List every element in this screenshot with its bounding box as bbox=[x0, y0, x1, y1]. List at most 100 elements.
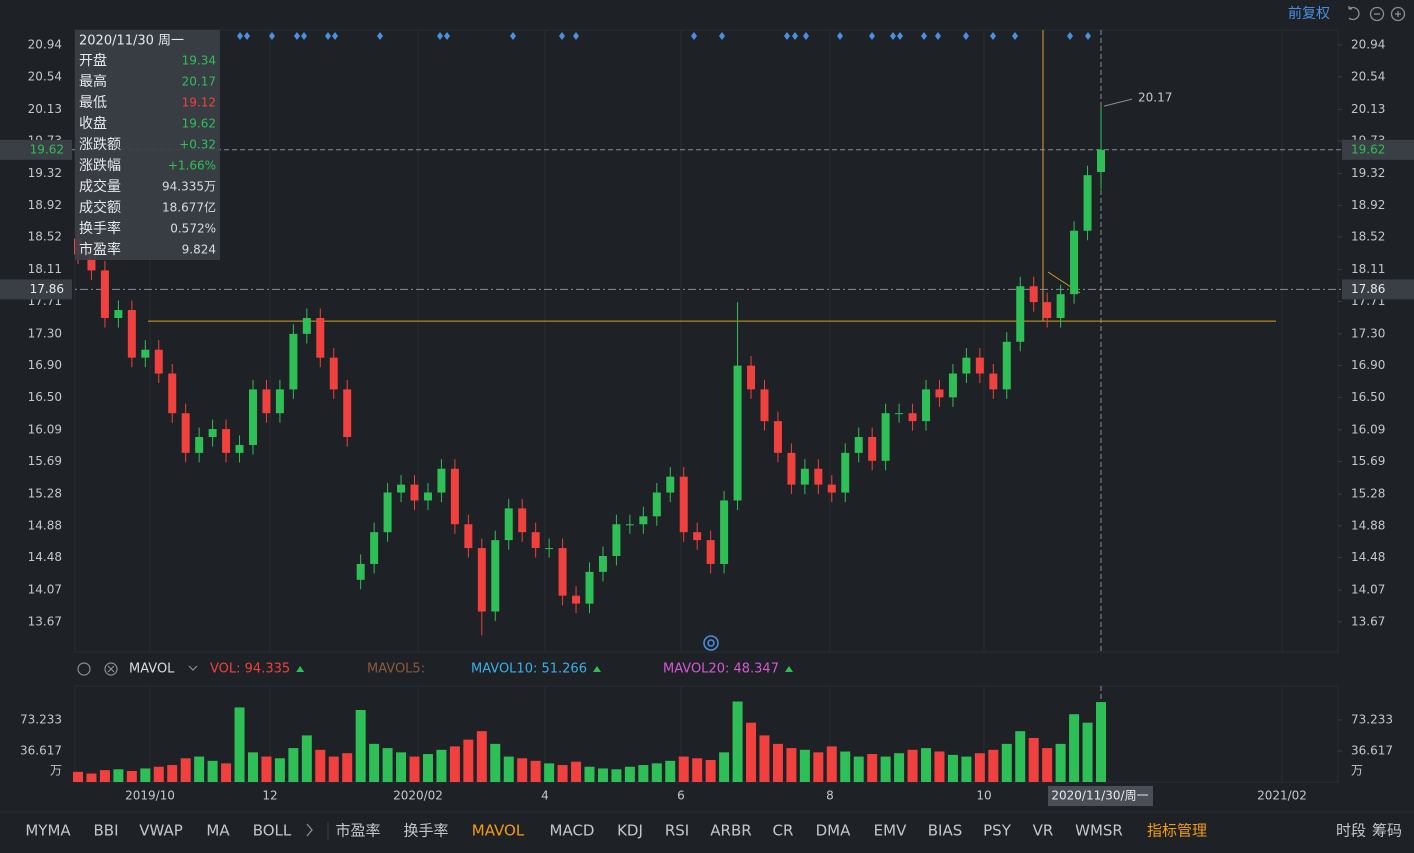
y-tick-label-right: 19.32 bbox=[1351, 166, 1385, 180]
event-marker[interactable] bbox=[792, 32, 798, 40]
indicator-tab[interactable]: CR bbox=[773, 822, 794, 840]
indicator-tab[interactable]: DMA bbox=[816, 822, 851, 840]
volume-bar bbox=[813, 752, 824, 782]
event-marker[interactable] bbox=[237, 32, 243, 40]
event-marker[interactable] bbox=[559, 32, 565, 40]
candle-body bbox=[598, 556, 607, 572]
event-marker[interactable] bbox=[719, 32, 725, 40]
volume-bar bbox=[476, 731, 487, 782]
candle-body bbox=[854, 436, 863, 453]
event-marker[interactable] bbox=[1085, 32, 1091, 40]
indicator-tab[interactable]: VR bbox=[1033, 822, 1054, 840]
candle-body bbox=[827, 484, 836, 493]
candle-body bbox=[262, 389, 271, 414]
event-marker[interactable] bbox=[897, 32, 903, 40]
indicator-tab[interactable]: MA bbox=[206, 822, 230, 840]
candle-body bbox=[841, 452, 850, 493]
volume-bar bbox=[988, 749, 999, 782]
volume-bar bbox=[73, 771, 83, 782]
candle-body bbox=[1083, 175, 1092, 231]
candle-body bbox=[127, 310, 136, 358]
price-marker-label: 19.62 bbox=[1351, 142, 1385, 156]
manage-tab[interactable]: 指标管理 bbox=[1147, 822, 1207, 840]
event-marker[interactable] bbox=[325, 32, 331, 40]
volume-bar bbox=[342, 753, 353, 782]
x-tick-label: 10 bbox=[976, 789, 991, 803]
candle-body bbox=[1002, 341, 1011, 390]
y-tick-label-right: 14.88 bbox=[1351, 518, 1385, 532]
tooltip-value: +0.32 bbox=[179, 138, 216, 152]
dropdown-icon[interactable] bbox=[188, 665, 198, 671]
indicator-tab[interactable]: 换手率 bbox=[403, 822, 448, 840]
tooltip-label: 收盘 bbox=[79, 115, 107, 132]
event-marker[interactable] bbox=[301, 32, 307, 40]
event-marker[interactable] bbox=[784, 32, 790, 40]
volume-unit: 万 bbox=[50, 764, 62, 778]
reset-icon[interactable] bbox=[1348, 6, 1360, 21]
indicator-tab[interactable]: 市盈率 bbox=[335, 822, 380, 840]
event-marker[interactable] bbox=[573, 32, 579, 40]
volume-bar bbox=[557, 765, 568, 782]
event-marker[interactable] bbox=[269, 32, 275, 40]
indicator-tab[interactable]: RSI bbox=[665, 822, 689, 840]
event-marker[interactable] bbox=[890, 32, 896, 40]
event-marker[interactable] bbox=[691, 32, 697, 40]
locate-icon[interactable] bbox=[703, 635, 719, 651]
side-tab[interactable]: 时段 bbox=[1336, 822, 1366, 840]
adjust-button[interactable]: 前复权 bbox=[1288, 5, 1330, 22]
event-marker[interactable] bbox=[444, 32, 450, 40]
tooltip-label: 涨跌额 bbox=[79, 137, 121, 153]
candle-body bbox=[410, 484, 419, 501]
candle-body bbox=[235, 444, 244, 453]
side-tab[interactable]: 筹码 bbox=[1372, 822, 1402, 840]
settings-icon[interactable] bbox=[77, 662, 91, 676]
event-marker[interactable] bbox=[294, 32, 300, 40]
event-marker[interactable] bbox=[510, 32, 516, 40]
y-tick-label: 18.92 bbox=[28, 198, 62, 212]
close-icon[interactable] bbox=[104, 662, 118, 676]
candle-body bbox=[652, 492, 661, 517]
indicator-tab[interactable]: MYMA bbox=[25, 822, 71, 840]
volume-bar bbox=[328, 756, 339, 782]
event-marker[interactable] bbox=[963, 32, 969, 40]
indicator-tab[interactable]: MAVOL bbox=[472, 822, 525, 840]
indicator-tab[interactable]: WMSR bbox=[1075, 822, 1123, 840]
indicator-tab[interactable]: KDJ bbox=[617, 822, 643, 840]
indicator-name[interactable]: MAVOL bbox=[129, 662, 175, 677]
event-marker[interactable] bbox=[803, 32, 809, 40]
candle-body bbox=[518, 508, 527, 533]
indicator-tab[interactable]: MACD bbox=[550, 822, 595, 840]
indicator-tab[interactable]: BBI bbox=[93, 822, 118, 840]
indicator-tab[interactable]: ARBR bbox=[710, 822, 751, 840]
event-marker[interactable] bbox=[935, 32, 941, 40]
indicator-tab[interactable]: VWAP bbox=[139, 822, 183, 840]
candle-body bbox=[383, 492, 392, 533]
trend-arrow bbox=[296, 666, 305, 672]
candle-body bbox=[706, 540, 715, 564]
event-marker[interactable] bbox=[332, 32, 338, 40]
volume-bar bbox=[1082, 722, 1093, 782]
y-tick-label: 14.48 bbox=[28, 550, 62, 564]
event-marker[interactable] bbox=[377, 32, 383, 40]
event-marker[interactable] bbox=[837, 32, 843, 40]
tabs-more-icon[interactable] bbox=[306, 823, 313, 837]
candle-body bbox=[720, 500, 729, 564]
event-marker[interactable] bbox=[869, 32, 875, 40]
zoom-out-icon[interactable] bbox=[1369, 6, 1385, 22]
event-marker[interactable] bbox=[1067, 32, 1073, 40]
candle-body bbox=[733, 365, 742, 501]
event-marker[interactable] bbox=[437, 32, 443, 40]
volume-bar bbox=[274, 758, 285, 782]
event-marker[interactable] bbox=[921, 32, 927, 40]
y-tick-label: 17.30 bbox=[28, 326, 62, 340]
indicator-tab[interactable]: EMV bbox=[874, 822, 907, 840]
event-marker[interactable] bbox=[1012, 32, 1018, 40]
indicator-tab[interactable]: PSY bbox=[983, 822, 1012, 840]
volume-bar bbox=[799, 749, 810, 782]
candle-body bbox=[935, 389, 944, 398]
zoom-in-icon[interactable] bbox=[1390, 6, 1406, 22]
indicator-tab[interactable]: BOLL bbox=[253, 822, 292, 840]
event-marker[interactable] bbox=[244, 32, 250, 40]
indicator-tab[interactable]: BIAS bbox=[928, 822, 963, 840]
event-marker[interactable] bbox=[990, 32, 996, 40]
